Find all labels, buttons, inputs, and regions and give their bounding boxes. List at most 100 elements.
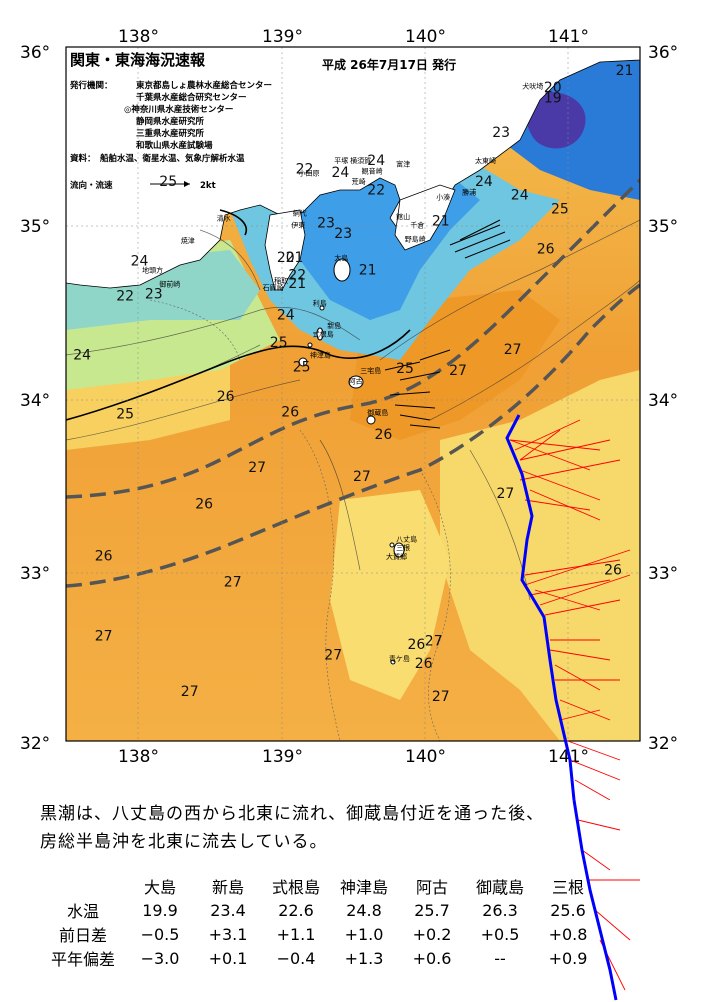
- isotherm-label-24: 24: [277, 307, 295, 323]
- isotherm-label-21: 21: [359, 262, 377, 278]
- isotherm-label-23: 23: [145, 287, 163, 303]
- isotherm-label-21: 21: [432, 214, 450, 230]
- lon-label-139-bottom: 139°: [262, 747, 303, 767]
- place-label: 伊東: [291, 220, 305, 229]
- isotherm-label-24: 24: [73, 347, 91, 363]
- isotherm-label-27: 27: [497, 486, 515, 502]
- isotherm-label-21: 21: [616, 63, 634, 79]
- isotherm-label-22: 22: [296, 162, 314, 178]
- summary-line-2: 房総半島沖を北東に流去している。: [40, 832, 328, 852]
- table-cell: +0.9: [548, 948, 588, 968]
- map-frame: [65, 46, 641, 742]
- isotherm-label-27: 27: [432, 689, 450, 705]
- temperature-zone-23: [66, 250, 260, 330]
- summary-line-1: 黒潮は、八丈島の西から北東に流れ、御蔵島付近を通った後、: [40, 804, 545, 824]
- isotherm-label-26: 26: [415, 656, 433, 672]
- station-header: 三根: [551, 878, 584, 897]
- isotherm-label-27: 27: [425, 634, 443, 650]
- longitude-labels-top: 138° 139° 140° 141°: [118, 27, 589, 47]
- isotherm-label-27: 27: [324, 648, 342, 664]
- table-cell: −0.4: [276, 948, 316, 968]
- publisher-5: 和歌山県水産試験場: [136, 140, 213, 151]
- isotherm-label-25: 25: [551, 202, 569, 218]
- row-label: 前日差: [58, 926, 107, 945]
- sea-temperature-table: 大島 新島 式根島 神津島 阿古 御蔵島 三根 水温 19.9 23.4 22.…: [40, 874, 602, 970]
- place-label: 館山: [396, 212, 410, 221]
- isotherm-label-24: 24: [131, 254, 149, 270]
- place-label: 太東崎: [475, 156, 496, 165]
- table-row: 前日差 −0.5 +3.1 +1.1 +1.0 +0.2 +0.5 +0.8: [40, 922, 602, 946]
- table-cell: +3.1: [208, 924, 248, 944]
- row-label: 水温: [66, 902, 99, 921]
- station-header: 大島: [143, 878, 176, 897]
- place-label: 観音崎: [362, 167, 383, 176]
- place-label: 三宅島: [360, 366, 381, 375]
- isotherm-label-23: 23: [492, 125, 510, 141]
- latitude-labels-right: 36° 35° 34° 33° 32°: [648, 43, 678, 754]
- isotherm-label-27: 27: [181, 684, 199, 700]
- isotherm-label-25: 25: [116, 406, 134, 422]
- lat-label-36-right: 36°: [648, 43, 678, 63]
- lat-label-32-right: 32°: [648, 734, 678, 754]
- mean-kuroshio-path-south: [66, 283, 640, 588]
- table-cell: +0.8: [548, 924, 588, 944]
- isotherm-label-19: 19: [544, 91, 562, 107]
- station-header: 神津島: [339, 878, 388, 897]
- lon-label-138-bottom: 138°: [118, 747, 159, 767]
- place-label: 焼津: [181, 236, 195, 245]
- place-label: 新島: [327, 321, 341, 330]
- longitude-labels-bottom: 138° 139° 140° 141°: [118, 747, 589, 767]
- place-label: 地頭方: [142, 266, 163, 275]
- place-label: 阿古: [349, 377, 363, 386]
- table-cell: 19.9: [142, 900, 178, 920]
- table-cell: 22.6: [278, 900, 314, 920]
- isotherm-label-23: 23: [317, 215, 335, 231]
- lat-label-32-left: 32°: [20, 734, 50, 754]
- lon-label-140-bottom: 140°: [405, 747, 446, 767]
- island-shikinejima: [307, 342, 313, 348]
- place-label: 石廊崎: [263, 283, 284, 292]
- isotherm-label-20: 20: [544, 80, 562, 96]
- station-header: 式根島: [271, 878, 320, 897]
- publisher-1: 千葉県水産総合研究センター: [136, 92, 247, 103]
- isotherm-label-25: 25: [159, 174, 177, 190]
- current-legend-scale: 2kt: [200, 181, 216, 191]
- isotherm-label-26: 26: [375, 427, 393, 443]
- place-label: 利島: [313, 299, 327, 308]
- mean-kuroshio-path-north: [66, 178, 640, 499]
- lat-label-33-left: 33°: [20, 564, 50, 584]
- table-cell: +0.1: [208, 948, 248, 968]
- place-label: 野島崎: [405, 234, 426, 243]
- current-vectors-black: [384, 219, 511, 429]
- place-label: 平塚: [334, 156, 348, 165]
- isotherm-label-21: 21: [286, 250, 304, 266]
- isotherm-label-26: 26: [604, 562, 622, 578]
- temperature-zone-26: [440, 370, 640, 741]
- lat-label-34-left: 34°: [20, 391, 50, 411]
- kuroshio-axis: [505, 414, 576, 800]
- publisher-4: 三重県水産研究所: [136, 128, 205, 139]
- publisher-2: ◎神奈川県水産技術センター: [124, 104, 233, 115]
- lat-label-33-right: 33°: [648, 564, 678, 584]
- table-cell: 23.4: [210, 900, 246, 920]
- current-vectors-red: [509, 419, 631, 800]
- table-cell: --: [494, 948, 506, 968]
- island-kozushima: [298, 357, 308, 367]
- isotherm-label-26: 26: [195, 497, 213, 513]
- latitude-labels-left: 36° 35° 34° 33° 32°: [20, 43, 50, 754]
- place-label: 網代: [293, 208, 307, 217]
- map-title: 関東・東海海況速報: [70, 51, 206, 69]
- lon-label-139-top: 139°: [262, 27, 303, 47]
- graticule: [66, 47, 640, 741]
- lat-label-35-left: 35°: [20, 217, 50, 237]
- isotherm-label-22: 22: [367, 183, 385, 199]
- table-cell: 24.8: [346, 900, 382, 920]
- isotherm-label-25: 25: [293, 359, 311, 375]
- publisher-0: 東京都島しょ農林水産総合センター: [136, 80, 272, 91]
- issue-date: 平成 26年7月17日 発行: [322, 57, 456, 72]
- place-label: 御蔵島: [367, 408, 388, 417]
- isotherm-label-24: 24: [475, 174, 493, 190]
- lat-label-36-left: 36°: [20, 43, 50, 63]
- table-cell: 25.6: [550, 900, 586, 920]
